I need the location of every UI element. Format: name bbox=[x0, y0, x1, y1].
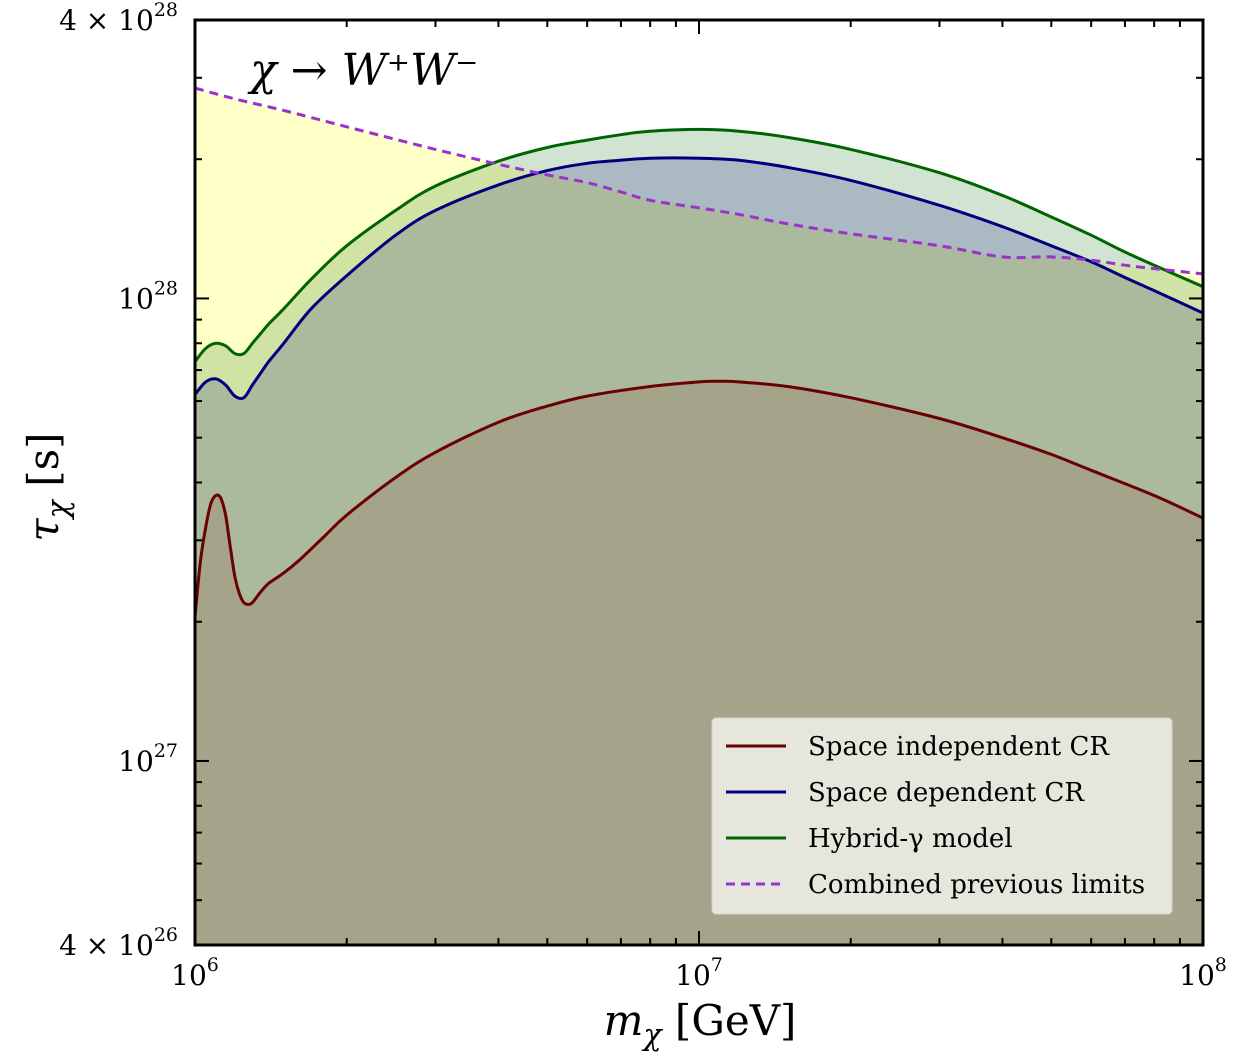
plot-frame bbox=[193, 18, 1205, 947]
legend-label: Space independent CR bbox=[808, 732, 1110, 762]
x-tick-label: 108 bbox=[1179, 954, 1227, 992]
legend-item: Hybrid-γ model bbox=[726, 824, 1013, 854]
legend-label: Space dependent CR bbox=[808, 778, 1085, 808]
channel-annotation: χ → W⁺W⁻ bbox=[247, 45, 478, 96]
y-tick-label: 4 × 1028 bbox=[59, 0, 178, 37]
legend-label: Combined previous limits bbox=[808, 870, 1145, 900]
legend-item: Space dependent CR bbox=[726, 778, 1085, 808]
tick-labels: 106 107 108 4 × 1026 1027 1028 4 × 1028 bbox=[59, 0, 1227, 992]
y-tick-label: 1027 bbox=[118, 740, 178, 778]
previous-limits-line bbox=[195, 86, 1203, 276]
y-tick-label: 4 × 1026 bbox=[59, 924, 178, 962]
space-independent-line bbox=[195, 379, 1203, 617]
y-axis-label: τχ [s] bbox=[19, 432, 76, 541]
space-dependent-line bbox=[195, 156, 1203, 401]
legend-item: Space independent CR bbox=[726, 732, 1110, 762]
x-tick-label: 106 bbox=[171, 954, 219, 992]
legend-label: Hybrid-γ model bbox=[808, 824, 1013, 854]
legend-item: Combined previous limits bbox=[726, 870, 1145, 900]
legend: Space independent CR Space dependent CR Hy… bbox=[711, 717, 1173, 915]
hybrid-model-line bbox=[195, 127, 1203, 363]
x-axis-label: mχ [GeV] bbox=[604, 996, 797, 1053]
series-lines bbox=[195, 86, 1203, 617]
y-tick-label: 1028 bbox=[118, 277, 178, 315]
x-tick-label: 107 bbox=[675, 954, 723, 992]
legend-box bbox=[711, 717, 1173, 915]
